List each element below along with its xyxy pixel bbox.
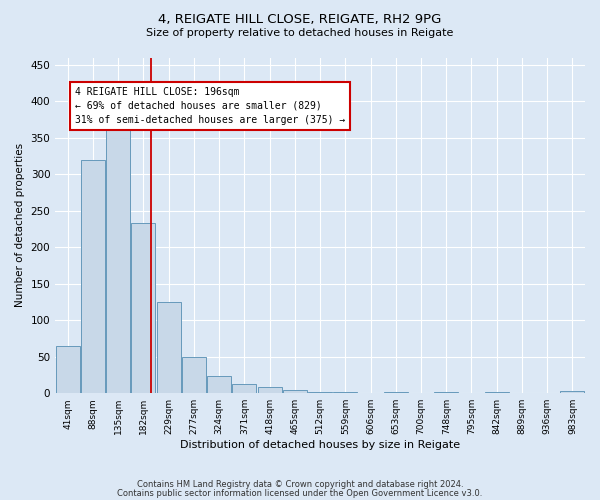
Text: Size of property relative to detached houses in Reigate: Size of property relative to detached ho… [146,28,454,38]
Bar [182,356,206,393]
Y-axis label: Number of detached properties: Number of detached properties [15,144,25,308]
Bar [56,346,80,393]
Bar [334,392,357,393]
Bar [257,388,281,393]
Text: Contains HM Land Registry data © Crown copyright and database right 2024.: Contains HM Land Registry data © Crown c… [137,480,463,489]
Bar [384,392,408,393]
Bar [157,302,181,393]
Bar [131,223,155,393]
Bar [207,376,231,393]
Bar [560,391,584,393]
Bar [308,392,332,393]
Bar [81,160,105,393]
X-axis label: Distribution of detached houses by size in Reigate: Distribution of detached houses by size … [180,440,460,450]
Text: 4, REIGATE HILL CLOSE, REIGATE, RH2 9PG: 4, REIGATE HILL CLOSE, REIGATE, RH2 9PG [158,12,442,26]
Bar [106,130,130,393]
Bar [232,384,256,393]
Bar [485,392,509,393]
Bar [283,390,307,393]
Text: 4 REIGATE HILL CLOSE: 196sqm
← 69% of detached houses are smaller (829)
31% of s: 4 REIGATE HILL CLOSE: 196sqm ← 69% of de… [76,86,346,124]
Bar [434,392,458,393]
Text: Contains public sector information licensed under the Open Government Licence v3: Contains public sector information licen… [118,489,482,498]
